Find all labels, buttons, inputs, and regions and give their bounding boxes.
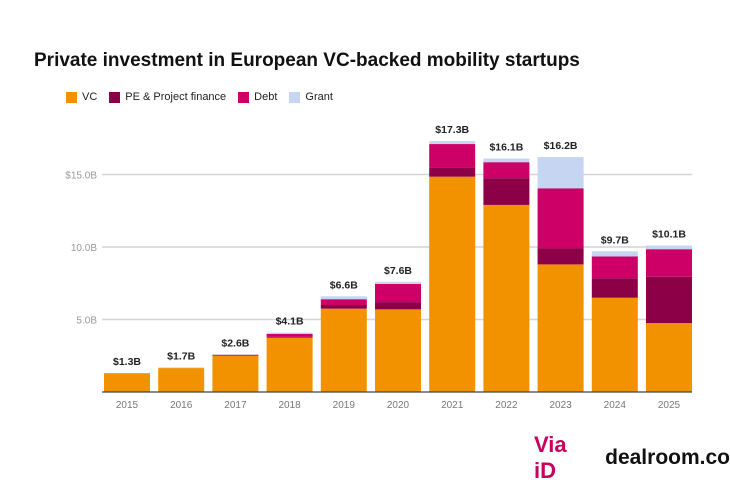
bar-segment-pe-project-finance bbox=[375, 302, 421, 310]
bar-segment-pe-project-finance bbox=[591, 278, 638, 298]
legend-label: PE & Project finance bbox=[125, 91, 227, 103]
legend-swatch bbox=[109, 91, 121, 103]
x-tick-label: 2024 bbox=[604, 400, 627, 411]
legend-swatch bbox=[66, 91, 77, 103]
x-tick-label: 2023 bbox=[549, 400, 572, 411]
y-tick-label: $15.0B bbox=[65, 171, 97, 182]
x-tick-label: 2020 bbox=[387, 400, 410, 411]
x-tick-label: 2019 bbox=[333, 400, 356, 411]
bar-segment-pe-project-finance bbox=[266, 336, 313, 338]
y-tick-label: 5.0B bbox=[76, 316, 97, 327]
total-label: $4.1B bbox=[276, 316, 304, 328]
legend-item: Debt bbox=[238, 91, 277, 103]
bar-segment-grant bbox=[158, 367, 205, 369]
bar-segment-vc bbox=[158, 368, 205, 392]
bar-segment-pe-project-finance bbox=[646, 276, 692, 324]
total-label: $16.1B bbox=[489, 142, 523, 154]
legend-label: VC bbox=[82, 91, 98, 103]
bar-segment-grant bbox=[375, 281, 421, 284]
chart-title: Private investment in European VC-backed… bbox=[34, 50, 580, 71]
total-label: $1.3B bbox=[113, 356, 141, 368]
total-label: $7.6B bbox=[384, 265, 412, 277]
bar-segment-pe-project-finance bbox=[320, 305, 367, 309]
bar-segment-debt bbox=[429, 144, 476, 168]
bar-segment-grant bbox=[266, 332, 313, 334]
x-tick-label: 2018 bbox=[278, 400, 301, 411]
total-label: $2.6B bbox=[221, 337, 249, 349]
bar-segment-vc bbox=[320, 308, 367, 392]
bar-segment-debt bbox=[483, 162, 530, 179]
bar-segment-debt bbox=[591, 256, 638, 279]
bar-segment-vc bbox=[483, 204, 530, 392]
bar-segment-vc bbox=[537, 264, 584, 392]
bar-segment-debt bbox=[537, 188, 584, 249]
legend-label: Grant bbox=[305, 91, 333, 103]
bar-segment-grant bbox=[320, 296, 367, 300]
bar-segment-vc bbox=[212, 355, 259, 392]
bar-segment-pe-project-finance bbox=[429, 167, 476, 177]
bar-segment-debt bbox=[212, 354, 259, 356]
total-label: $17.3B bbox=[435, 124, 469, 136]
bar-segment-debt bbox=[320, 299, 367, 305]
total-label: $16.2B bbox=[544, 140, 578, 152]
dealroom-logo: dealroom.co bbox=[605, 446, 730, 469]
x-tick-label: 2022 bbox=[495, 400, 518, 411]
legend-item: VC bbox=[66, 91, 97, 103]
x-tick-label: 2021 bbox=[441, 400, 464, 411]
bar-segment-vc bbox=[429, 176, 476, 392]
x-tick-label: 2017 bbox=[224, 400, 247, 411]
legend-swatch bbox=[238, 91, 250, 103]
bar-segment-grant bbox=[591, 251, 638, 257]
total-label: $9.7B bbox=[601, 234, 629, 246]
bar-segment-vc bbox=[266, 337, 313, 392]
legend-label: Debt bbox=[254, 91, 278, 103]
bar-segment-grant bbox=[537, 157, 584, 189]
legend-swatch bbox=[289, 91, 301, 103]
x-tick-label: 2015 bbox=[116, 400, 139, 411]
bar-segment-grant bbox=[429, 141, 476, 145]
bar-segment-grant bbox=[483, 158, 530, 163]
legend-item: PE & Project finance bbox=[109, 91, 226, 103]
legend: VC PE & Project finance Debt Grant bbox=[66, 91, 333, 103]
bar-segment-grant bbox=[646, 245, 692, 250]
logos: Via iD dealroom.co bbox=[534, 432, 730, 484]
y-tick-label: 10.0B bbox=[71, 243, 97, 254]
legend-item: Grant bbox=[289, 91, 333, 103]
total-label: $6.6B bbox=[330, 279, 358, 291]
total-label: $1.7B bbox=[167, 350, 195, 362]
bar-segment-debt bbox=[266, 334, 313, 337]
bar-segment-pe-project-finance bbox=[483, 178, 530, 205]
bar-segment-vc bbox=[104, 373, 150, 392]
bar-segment-vc bbox=[591, 297, 638, 392]
bar-segment-vc bbox=[375, 309, 421, 392]
viaid-logo: Via iD bbox=[534, 432, 567, 483]
x-tick-label: 2016 bbox=[170, 400, 193, 411]
bar-segment-debt bbox=[375, 283, 421, 303]
x-tick-label: 2025 bbox=[658, 400, 681, 411]
total-label: $10.1B bbox=[652, 229, 686, 241]
bar-segment-debt bbox=[646, 249, 692, 277]
bar-segment-pe-project-finance bbox=[537, 248, 584, 265]
bar-segment-vc bbox=[646, 323, 692, 392]
